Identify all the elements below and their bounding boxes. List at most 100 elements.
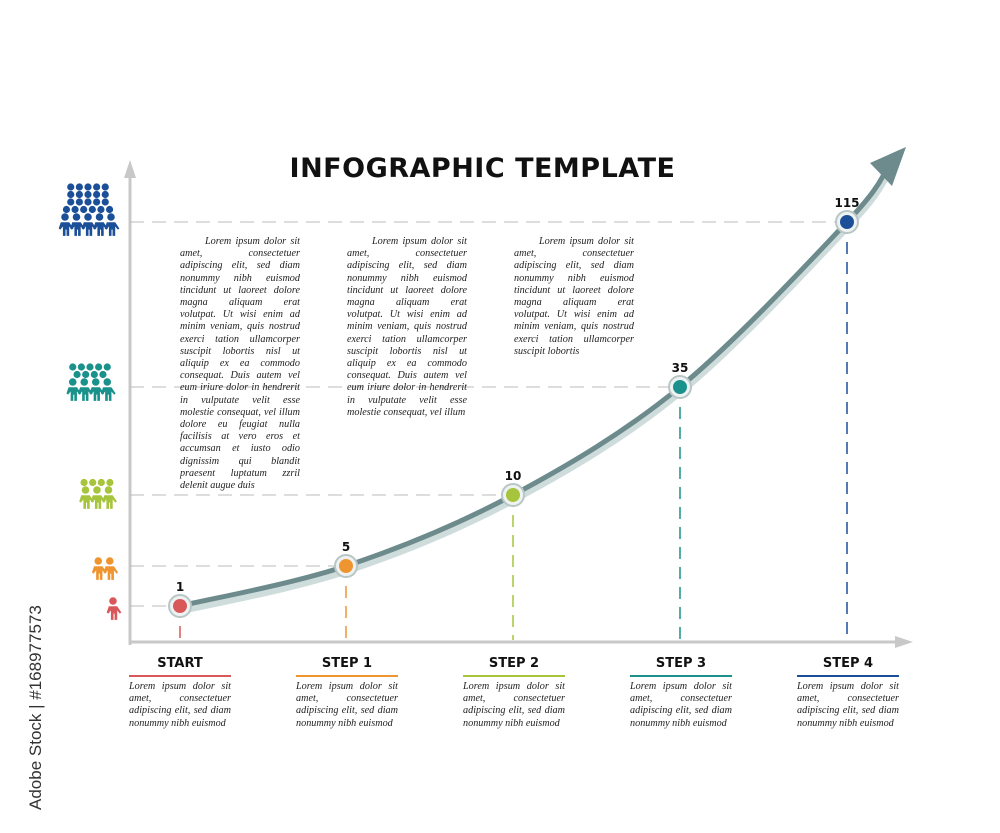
step-3: STEP 3 Lorem ipsum dolor sit amet, conse… bbox=[630, 656, 732, 730]
person-body bbox=[77, 387, 93, 401]
person-head bbox=[101, 190, 109, 199]
step-underline bbox=[797, 675, 899, 677]
person-head bbox=[84, 213, 92, 221]
person-head bbox=[93, 198, 101, 206]
step-underline bbox=[630, 675, 732, 677]
step-title: STEP 1 bbox=[321, 656, 373, 671]
x-axis-arrow bbox=[895, 636, 913, 648]
small-group-icon bbox=[79, 478, 117, 509]
person-body bbox=[81, 222, 97, 236]
person-head bbox=[88, 205, 96, 214]
person-head bbox=[81, 486, 90, 494]
person-body bbox=[100, 387, 116, 401]
data-label: 35 bbox=[672, 361, 689, 375]
person-head bbox=[82, 370, 90, 379]
watermark: Adobe Stock | #168977573 bbox=[26, 605, 45, 810]
group-icon bbox=[66, 363, 116, 401]
person-head bbox=[67, 183, 75, 191]
step-text: Lorem ipsum dolor sit amet, consectetuer… bbox=[296, 681, 398, 729]
person-head bbox=[105, 205, 114, 214]
person-head bbox=[94, 557, 103, 565]
curve-arrowhead bbox=[870, 147, 906, 186]
data-label: 1 bbox=[176, 580, 184, 594]
person-head bbox=[67, 190, 75, 199]
person-head bbox=[93, 183, 101, 191]
person-head bbox=[97, 478, 105, 487]
description-text-3: Lorem ipsum dolor sit amet, consectetuer… bbox=[514, 236, 634, 357]
step-text: Lorem ipsum dolor sit amet, consectetuer… bbox=[129, 681, 231, 729]
step-underline bbox=[129, 675, 231, 677]
curve-shadow bbox=[178, 169, 892, 615]
person-head bbox=[80, 205, 88, 214]
step-underline bbox=[296, 675, 398, 677]
person-body bbox=[90, 495, 106, 509]
person-body bbox=[93, 222, 108, 236]
data-point bbox=[840, 215, 854, 229]
person-head bbox=[107, 213, 115, 221]
step-4: STEP 4 Lorem ipsum dolor sit amet, conse… bbox=[797, 656, 899, 730]
step-title: STEP 2 bbox=[488, 656, 540, 671]
person-body bbox=[106, 606, 122, 620]
person-head bbox=[61, 213, 69, 221]
person-head bbox=[73, 370, 81, 379]
person-body bbox=[91, 566, 107, 580]
one-person-icon bbox=[106, 597, 122, 620]
person-head bbox=[80, 478, 88, 487]
person-head bbox=[109, 597, 117, 605]
person-head bbox=[90, 370, 98, 379]
person-head bbox=[95, 363, 103, 371]
person-head bbox=[103, 378, 112, 386]
person-body bbox=[89, 387, 105, 401]
person-body bbox=[70, 222, 85, 236]
person-head bbox=[80, 378, 89, 386]
person-head bbox=[89, 478, 97, 487]
person-head bbox=[93, 486, 101, 494]
data-label: 115 bbox=[834, 196, 859, 210]
person-head bbox=[84, 183, 92, 191]
person-body bbox=[104, 222, 120, 236]
person-head bbox=[71, 205, 79, 214]
y-axis-arrow bbox=[124, 160, 136, 178]
person-head bbox=[104, 486, 113, 494]
person-head bbox=[75, 198, 83, 206]
person-head bbox=[101, 183, 109, 191]
person-head bbox=[67, 198, 75, 206]
person-head bbox=[86, 363, 94, 371]
person-head bbox=[91, 378, 100, 386]
person-head bbox=[68, 378, 77, 386]
person-body bbox=[58, 222, 74, 236]
step-2: STEP 2 Lorem ipsum dolor sit amet, conse… bbox=[463, 656, 565, 730]
person-head bbox=[93, 190, 101, 199]
description-text-2: Lorem ipsum dolor sit amet, consectetuer… bbox=[347, 236, 467, 418]
person-head bbox=[95, 213, 104, 221]
person-head bbox=[97, 205, 105, 214]
person-head bbox=[101, 198, 109, 206]
person-head bbox=[84, 190, 92, 199]
data-point bbox=[673, 380, 687, 394]
step-text: Lorem ipsum dolor sit amet, consectetuer… bbox=[463, 681, 565, 729]
data-label: 10 bbox=[505, 469, 522, 483]
person-body bbox=[79, 495, 94, 509]
person-body bbox=[102, 495, 117, 509]
person-head bbox=[69, 363, 77, 371]
person-head bbox=[99, 370, 107, 379]
person-head bbox=[84, 198, 92, 206]
step-start: START Lorem ipsum dolor sit amet, consec… bbox=[129, 656, 231, 730]
step-1: STEP 1 Lorem ipsum dolor sit amet, conse… bbox=[296, 656, 398, 730]
person-head bbox=[72, 213, 81, 221]
step-text: Lorem ipsum dolor sit amet, consectetuer… bbox=[797, 681, 899, 729]
person-head bbox=[77, 363, 85, 371]
step-underline bbox=[463, 675, 565, 677]
data-point bbox=[506, 488, 520, 502]
person-head bbox=[75, 183, 83, 191]
step-title: STEP 3 bbox=[655, 656, 707, 671]
data-point bbox=[339, 559, 353, 573]
person-head bbox=[75, 190, 83, 199]
person-head bbox=[105, 557, 114, 565]
step-text: Lorem ipsum dolor sit amet, consectetuer… bbox=[630, 681, 732, 729]
step-title: START bbox=[157, 656, 203, 671]
data-label: 5 bbox=[342, 540, 350, 554]
step-title: STEP 4 bbox=[822, 656, 874, 671]
description-text-1: Lorem ipsum dolor sit amet, consectetuer… bbox=[180, 236, 300, 492]
